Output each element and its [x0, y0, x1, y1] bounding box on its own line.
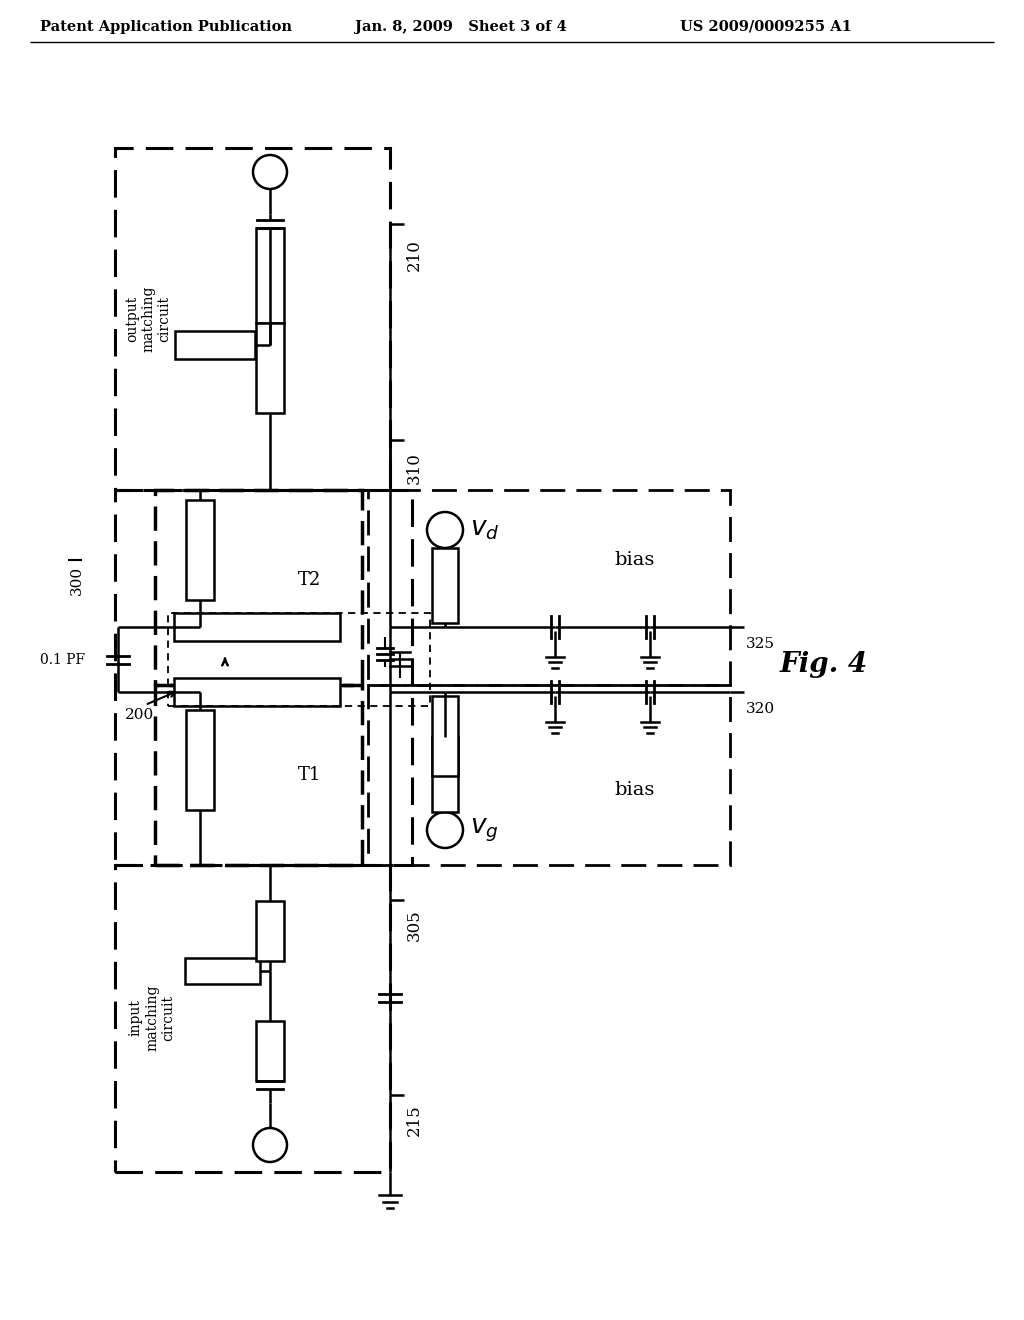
FancyBboxPatch shape [174, 612, 340, 642]
Text: $v_g$: $v_g$ [470, 816, 499, 843]
Text: 310: 310 [406, 451, 423, 484]
Text: bias: bias [614, 781, 655, 799]
Text: 0.1 PF: 0.1 PF [40, 652, 85, 667]
Text: 325: 325 [746, 638, 775, 651]
FancyBboxPatch shape [186, 710, 214, 810]
Text: 215: 215 [406, 1104, 423, 1137]
Text: Fig. 4: Fig. 4 [780, 652, 868, 678]
Text: 210: 210 [406, 239, 423, 271]
FancyBboxPatch shape [432, 548, 458, 623]
Text: bias: bias [614, 550, 655, 569]
FancyBboxPatch shape [256, 1020, 284, 1081]
FancyBboxPatch shape [175, 331, 255, 359]
Text: T1: T1 [298, 766, 322, 784]
FancyBboxPatch shape [432, 696, 458, 776]
FancyBboxPatch shape [256, 902, 284, 961]
FancyBboxPatch shape [185, 958, 260, 983]
Text: output
matching
circuit: output matching circuit [125, 285, 171, 352]
FancyBboxPatch shape [256, 323, 284, 413]
Text: 305: 305 [406, 909, 423, 941]
Text: Jan. 8, 2009   Sheet 3 of 4: Jan. 8, 2009 Sheet 3 of 4 [355, 20, 566, 34]
Text: $v_d$: $v_d$ [470, 517, 500, 543]
Text: 320: 320 [746, 702, 775, 715]
FancyBboxPatch shape [186, 500, 214, 601]
Text: T2: T2 [298, 572, 322, 589]
Text: 300: 300 [70, 565, 84, 594]
Text: 200: 200 [125, 708, 155, 722]
Text: Patent Application Publication: Patent Application Publication [40, 20, 292, 34]
Text: input
matching
circuit: input matching circuit [129, 985, 175, 1051]
FancyBboxPatch shape [432, 737, 458, 812]
FancyBboxPatch shape [256, 228, 284, 323]
FancyBboxPatch shape [174, 678, 340, 706]
Text: US 2009/0009255 A1: US 2009/0009255 A1 [680, 20, 852, 34]
